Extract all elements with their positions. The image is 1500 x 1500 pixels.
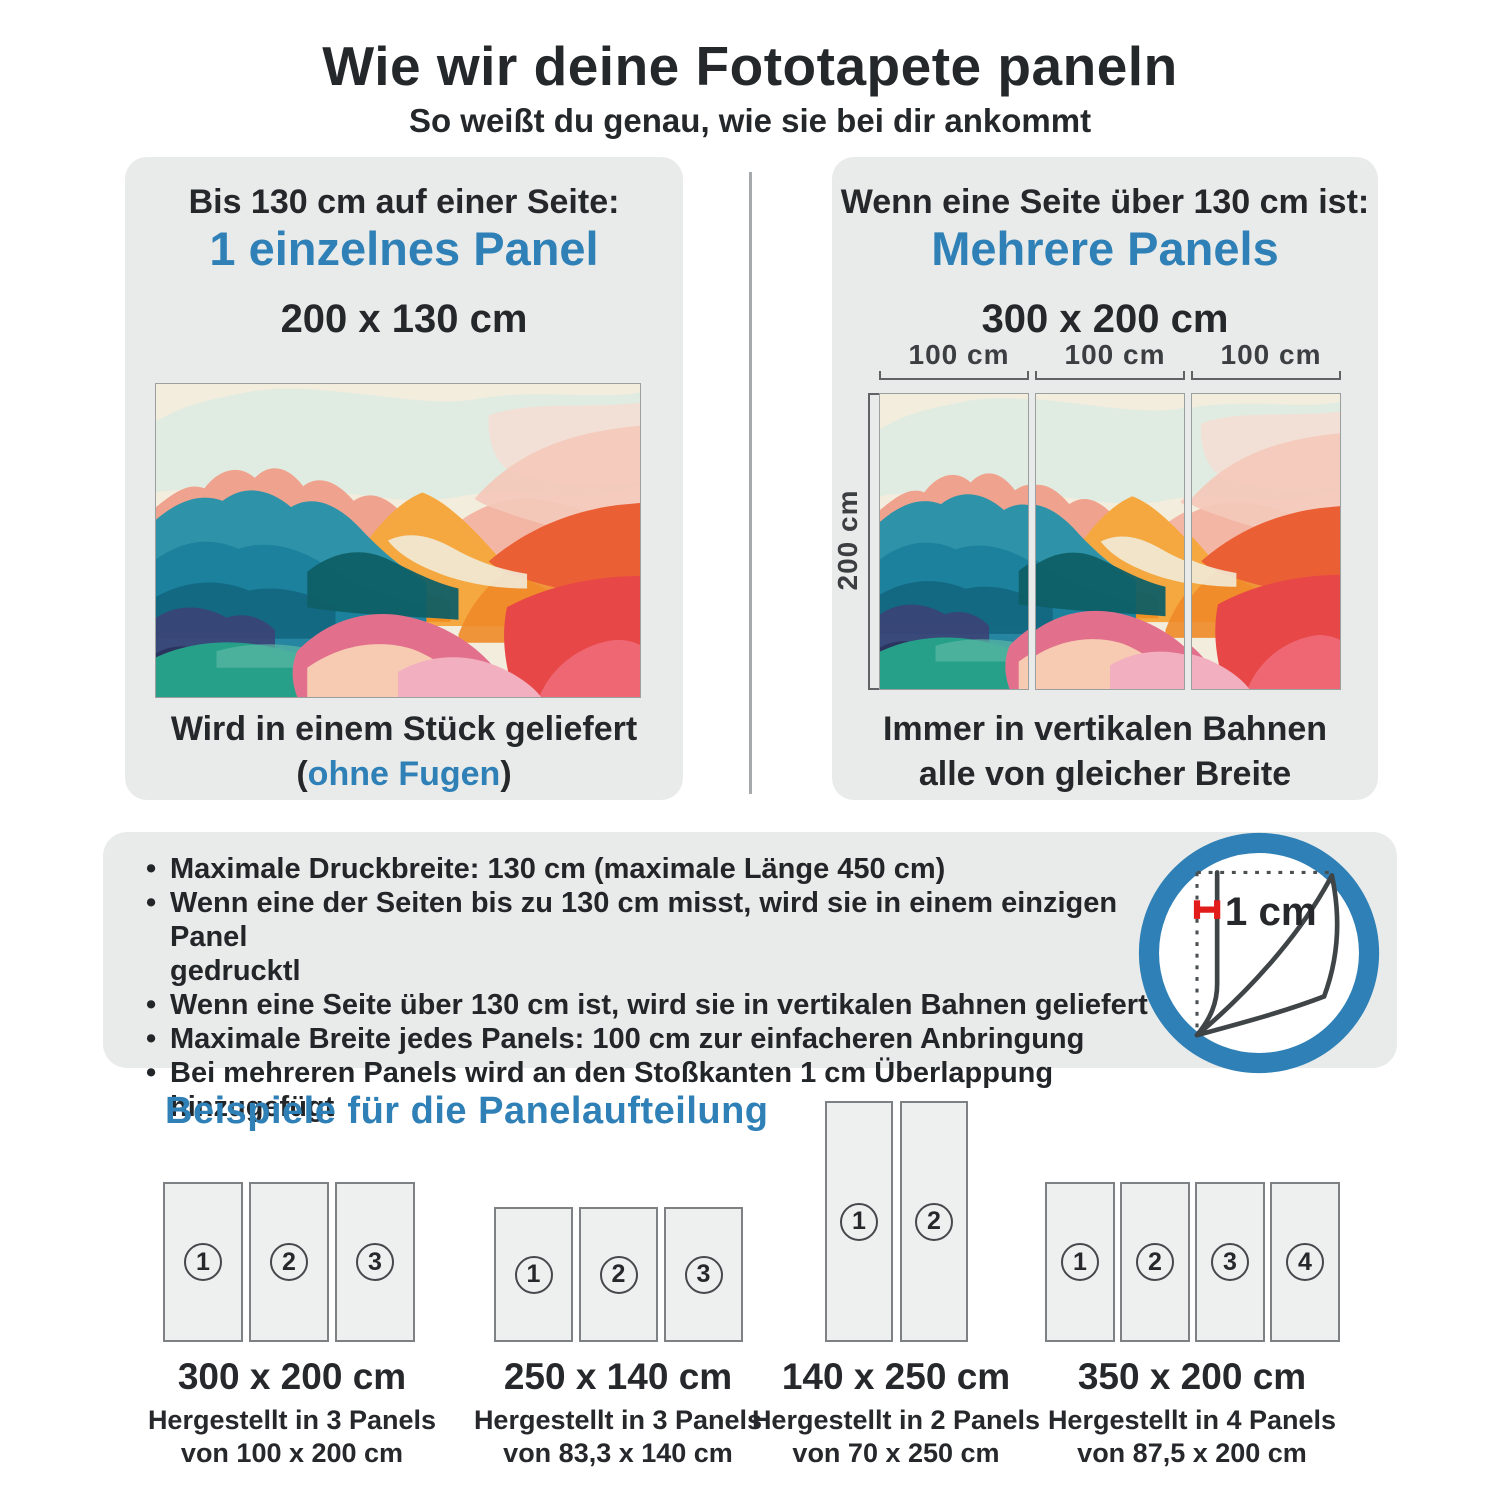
panel-number-badge: 1 [514, 1255, 553, 1294]
panel-2: 2 [579, 1207, 658, 1342]
multi-panel-footer-line2: alle von gleicher Breite [918, 755, 1292, 793]
panel-strip-3 [1191, 393, 1341, 690]
panel-number-badge: 2 [1136, 1243, 1174, 1281]
watercolor-artwork [155, 383, 641, 698]
example-of: von 83,3 x 140 cm [503, 1438, 733, 1468]
panel-1: 1 [1045, 1182, 1115, 1342]
panel-3: 3 [664, 1207, 743, 1342]
panel-3: 3 [335, 1182, 415, 1342]
width-label-2: 100 cm [1064, 339, 1166, 370]
example-300x200-panels: 1 2 3 [163, 1182, 415, 1342]
height-bracket [868, 393, 879, 690]
panel-4: 4 [1270, 1182, 1340, 1342]
single-panel-footer-line2: (ohne Fugen) [125, 755, 683, 794]
example-250x140-panels: 1 2 3 [494, 1207, 743, 1342]
panel-strips [879, 393, 1341, 690]
panel-number-badge: 2 [599, 1255, 638, 1294]
panel-number-badge: 3 [356, 1243, 394, 1281]
panel-3: 3 [1195, 1182, 1265, 1342]
panel-number-badge: 3 [684, 1255, 723, 1294]
panel-2: 2 [249, 1182, 329, 1342]
width-label-3: 100 cm [1220, 339, 1322, 370]
info-bullet-3: Wenn eine Seite über 130 cm ist, wird si… [143, 988, 1183, 1022]
multi-panel-condition: Wenn eine Seite über 130 cm ist: [840, 183, 1370, 221]
card-divider [749, 172, 752, 794]
page-subtitle: So weißt du genau, wie sie bei dir ankom… [408, 102, 1092, 139]
example-140x250-panels: 1 2 [825, 1101, 968, 1342]
multi-panel-card: Wenn eine Seite über 130 cm ist: Mehrere… [832, 157, 1378, 800]
single-panel-card: Bis 130 cm auf einer Seite: 1 einzelnes … [125, 157, 683, 800]
panel-strip-3-image [1192, 394, 1340, 689]
example-size: 140 x 250 cm [781, 1356, 1011, 1397]
single-panel-condition: Bis 130 cm auf einer Seite: [188, 183, 620, 221]
example-of: von 100 x 200 cm [180, 1438, 404, 1468]
panel-2: 2 [900, 1101, 968, 1342]
panel-1: 1 [163, 1182, 243, 1342]
examples-heading: Beispiele für die Panelaufteilung [165, 1090, 769, 1132]
panel-strip-2 [1035, 393, 1185, 690]
panel-1: 1 [494, 1207, 573, 1342]
example-250x140-caption: 250 x 140 cm Hergestellt in 3 Panels von… [448, 1355, 788, 1470]
page-title: Wie wir deine Fototapete paneln [322, 35, 1178, 97]
panel-number-badge: 2 [270, 1243, 308, 1281]
example-of: von 87,5 x 200 cm [1077, 1438, 1307, 1468]
example-size: 250 x 140 cm [503, 1356, 733, 1397]
single-panel-size: 200 x 130 cm [280, 297, 528, 341]
multi-panel-headline: Mehrere Panels [931, 222, 1279, 275]
panel-strip-1-image [880, 394, 1028, 689]
example-size: 350 x 200 cm [1077, 1356, 1307, 1397]
width-label-1: 100 cm [908, 339, 1010, 370]
multi-panel-footer-line1: Immer in vertikalen Bahnen [882, 710, 1328, 748]
overlap-measure-label: 1 cm [1225, 889, 1317, 934]
width-bracket-1 [879, 371, 1029, 380]
panel-number-badge: 4 [1286, 1243, 1324, 1281]
example-made: Hergestellt in 2 Panels [751, 1405, 1041, 1435]
watercolor-artwork-image [156, 384, 640, 697]
panel-number-badge: 1 [184, 1243, 222, 1281]
panel-2: 2 [1120, 1182, 1190, 1342]
example-made: Hergestellt in 3 Panels [147, 1405, 437, 1435]
info-bullet-1: Maximale Druckbreite: 130 cm (maximale L… [143, 852, 1183, 886]
info-bullet-2: Wenn eine der Seiten bis zu 130 cm misst… [143, 886, 1183, 954]
info-bullet-4: Maximale Breite jedes Panels: 100 cm zur… [143, 1022, 1183, 1056]
panel-number-badge: 1 [1061, 1243, 1099, 1281]
example-350x200-panels: 1 2 3 4 [1045, 1182, 1340, 1342]
panel-number-badge: 1 [840, 1202, 878, 1241]
width-bracket-2 [1035, 371, 1185, 380]
example-of: von 70 x 250 cm [792, 1438, 1000, 1468]
example-made: Hergestellt in 3 Panels [473, 1405, 763, 1435]
single-panel-headline: 1 einzelnes Panel [209, 222, 599, 275]
height-label: 200 cm [832, 489, 863, 591]
panel-number-badge: 3 [1211, 1243, 1249, 1281]
panel-1: 1 [825, 1101, 893, 1342]
width-bracket-3 [1191, 371, 1341, 380]
overlap-circle-icon: 1 cm [1135, 829, 1383, 1077]
info-bullet-list: Maximale Druckbreite: 130 cm (maximale L… [143, 852, 1183, 1124]
footer-highlight: ohne Fugen [307, 755, 501, 793]
page-curl-icon: 1 cm [1138, 832, 1380, 1074]
panel-number-badge: 2 [915, 1202, 953, 1241]
single-panel-footer-line1: Wird in einem Stück geliefert [170, 710, 638, 748]
example-140x250-caption: 140 x 250 cm Hergestellt in 2 Panels von… [726, 1355, 1066, 1470]
multi-panel-size: 300 x 200 cm [981, 297, 1229, 341]
info-bullet-5: Bei mehreren Panels wird an den Stoßkant… [143, 1056, 1183, 1124]
example-made: Hergestellt in 4 Panels [1047, 1405, 1337, 1435]
example-300x200-caption: 300 x 200 cm Hergestellt in 3 Panels von… [122, 1355, 462, 1470]
panel-strip-1 [879, 393, 1029, 690]
info-bullet-2-continued: gedrucktl [170, 955, 301, 987]
footer-paren-close: ) [500, 755, 512, 793]
panel-strip-2-image [1036, 394, 1184, 689]
example-350x200-caption: 350 x 200 cm Hergestellt in 4 Panels von… [1022, 1355, 1362, 1470]
footer-paren-open: ( [296, 755, 308, 793]
example-size: 300 x 200 cm [177, 1356, 407, 1397]
